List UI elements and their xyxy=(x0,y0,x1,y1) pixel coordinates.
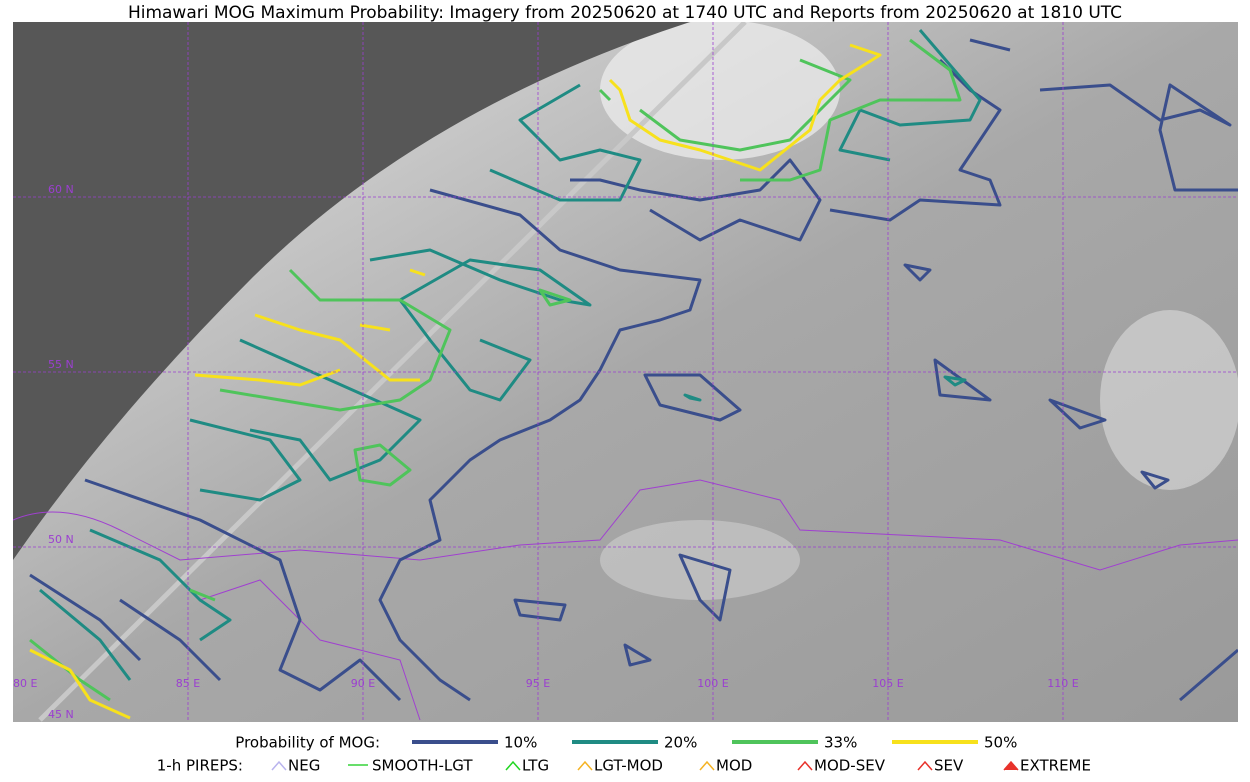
pirep-symbol xyxy=(577,760,593,771)
title: Himawari MOG Maximum Probability: Imager… xyxy=(128,3,1122,23)
legend-label: 10% xyxy=(504,734,537,752)
lon-label: 80 E xyxy=(13,677,37,690)
graticule: 60 N 55 N 50 N 45 N 80 E 85 E 90 E 95 E 100 E 105… xyxy=(13,22,1238,722)
pirep-symbol xyxy=(917,760,933,771)
pirep-symbol xyxy=(1003,760,1019,771)
lon-label: 110 E xyxy=(1047,677,1078,690)
map xyxy=(13,22,1238,722)
pirep-label: NEG xyxy=(288,757,320,775)
pirep-label: MOD xyxy=(716,757,752,775)
lat-label: 45 N xyxy=(48,708,74,721)
legend-label: 33% xyxy=(824,734,857,752)
legend-label: 50% xyxy=(984,734,1017,752)
lon-label: 85 E xyxy=(176,677,200,690)
borders xyxy=(13,479,1238,721)
pirep-label: LTG xyxy=(522,757,549,775)
legend: Probability of MOG: 10% 20% 33% 50% 1-h PIREP… xyxy=(157,734,1091,775)
pireps-title: 1-h PIREPS: xyxy=(157,757,243,775)
contours xyxy=(29,29,1238,720)
lat-label: 50 N xyxy=(48,533,74,546)
pirep-symbol xyxy=(797,760,813,771)
lon-label: 100 E xyxy=(697,677,728,690)
lon-label: 95 E xyxy=(526,677,550,690)
legend-title: Probability of MOG: xyxy=(235,734,380,752)
pirep-symbol xyxy=(271,760,287,771)
pirep-label: LGT-MOD xyxy=(594,757,663,775)
pirep-label: EXTREME xyxy=(1020,757,1091,775)
pirep-label: SMOOTH-LGT xyxy=(372,757,473,775)
pirep-label: SEV xyxy=(934,757,964,775)
lat-label: 60 N xyxy=(48,183,74,196)
lon-label: 105 E xyxy=(872,677,903,690)
legend-label: 20% xyxy=(664,734,697,752)
pirep-symbol xyxy=(699,760,715,771)
lon-label: 90 E xyxy=(351,677,375,690)
lat-label: 55 N xyxy=(48,358,74,371)
pirep-symbol xyxy=(505,760,521,771)
space-limb xyxy=(13,22,690,560)
pirep-label: MOD-SEV xyxy=(814,757,886,775)
